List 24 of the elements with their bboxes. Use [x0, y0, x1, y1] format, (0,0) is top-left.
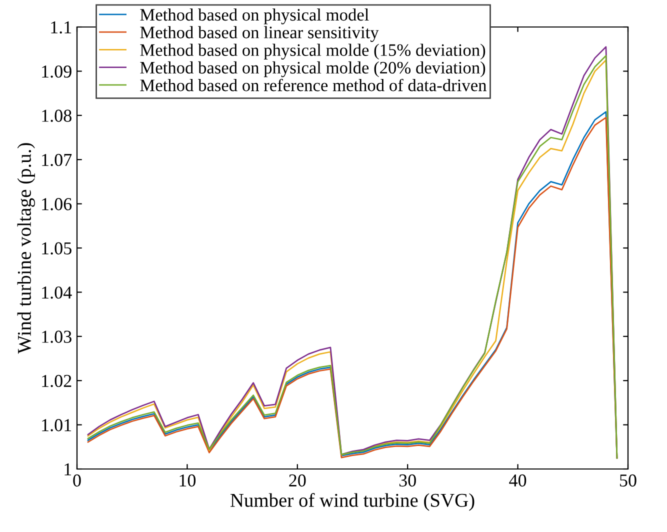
legend-label: Method based on physical molde (15% deviation)	[140, 44, 486, 60]
y-tick-label: 1.02	[42, 374, 72, 388]
legend-label: Method based on physical molde (20% deviation)	[140, 61, 486, 78]
y-tick-label: 1.07	[42, 154, 72, 166]
x-tick-label: 40	[509, 474, 526, 487]
legend-label: Method based on linear sensitivity	[140, 26, 379, 42]
y-tick-label: 1.1	[51, 21, 72, 34]
x-tick-label: 30	[399, 474, 416, 487]
x-tick-label: 10	[180, 474, 196, 487]
legend-label: Method based on reference method of data-driven	[140, 78, 487, 92]
legend-label: Method based on physical model	[140, 8, 369, 24]
y-tick-label: 1.05	[42, 242, 72, 255]
y-tick-label: 1.08	[42, 110, 72, 122]
x-tick-label: 0	[73, 474, 81, 487]
y-tick-label: 1	[64, 463, 72, 476]
y-tick-label: 1.01	[42, 419, 72, 432]
y-axis-title: Wind turbine voltage (p.u.)	[17, 143, 35, 354]
x-tick-label: 20	[289, 474, 306, 487]
x-axis-title: Number of wind turbine (SVG)	[230, 493, 474, 511]
y-tick-label: 1.04	[42, 286, 72, 299]
y-tick-label: 1.09	[42, 65, 72, 78]
x-tick-label: 50	[620, 474, 636, 487]
y-tick-label: 1.06	[42, 198, 72, 210]
y-tick-label: 1.03	[42, 330, 72, 343]
